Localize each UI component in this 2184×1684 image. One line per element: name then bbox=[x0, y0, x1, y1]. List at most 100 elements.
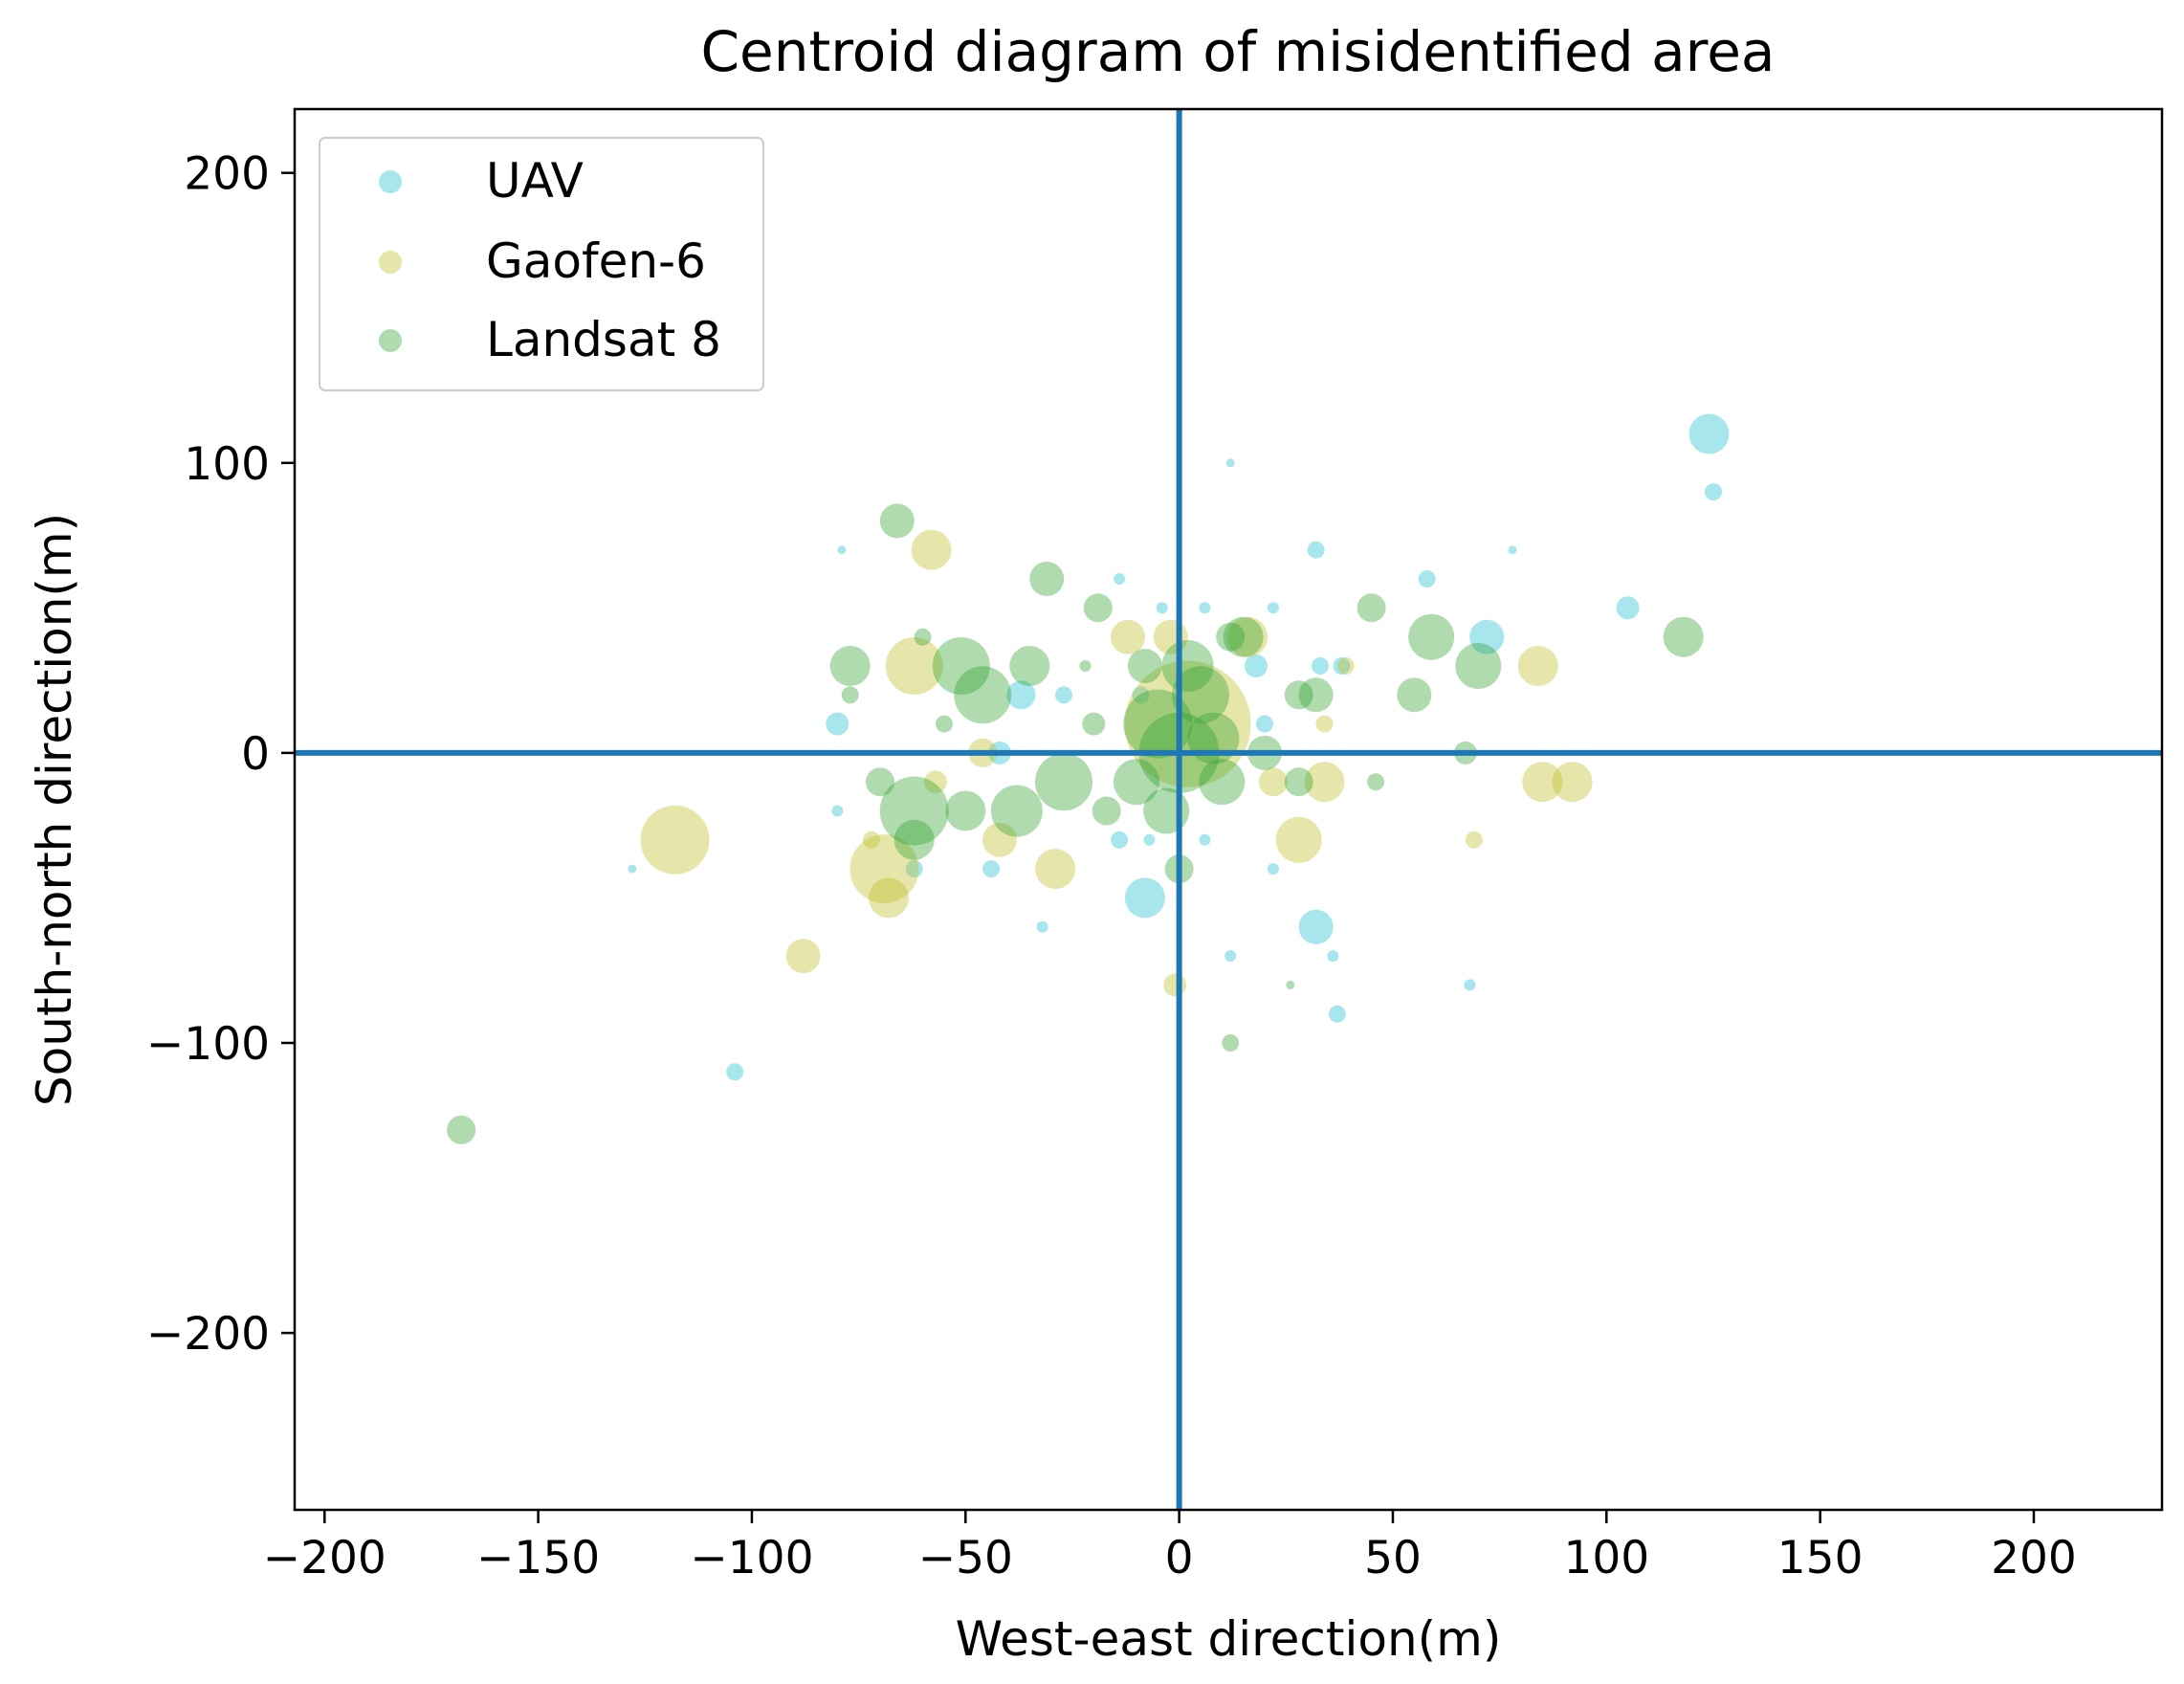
y-tick-label: 100 bbox=[184, 438, 270, 491]
data-point bbox=[911, 529, 952, 570]
y-axis-ticks: −200 −100 0 100 200 bbox=[146, 148, 295, 1361]
data-point bbox=[905, 860, 923, 878]
data-point bbox=[1267, 863, 1279, 875]
data-point bbox=[1256, 715, 1273, 733]
y-tick-label: −200 bbox=[146, 1308, 270, 1361]
legend-label-gaofen-6: Gaofen-6 bbox=[486, 233, 706, 289]
data-point bbox=[990, 785, 1043, 837]
data-point bbox=[1224, 950, 1237, 963]
data-point bbox=[1298, 909, 1334, 944]
data-point bbox=[1517, 646, 1558, 686]
data-point bbox=[1284, 767, 1313, 797]
y-tick-label: 200 bbox=[184, 148, 270, 201]
data-point bbox=[1327, 950, 1339, 963]
data-point bbox=[1258, 767, 1288, 797]
data-point bbox=[1161, 640, 1214, 692]
data-point bbox=[1035, 849, 1076, 890]
data-point bbox=[1006, 680, 1036, 710]
data-point bbox=[954, 666, 1012, 724]
data-point bbox=[1009, 646, 1050, 686]
data-point bbox=[1304, 762, 1345, 803]
data-point bbox=[1418, 570, 1436, 587]
data-point bbox=[945, 790, 986, 831]
data-point bbox=[1455, 643, 1502, 689]
data-point bbox=[1082, 712, 1106, 736]
data-point bbox=[982, 822, 1017, 857]
data-point bbox=[826, 712, 849, 736]
data-point bbox=[1333, 657, 1351, 675]
data-point bbox=[837, 545, 847, 555]
data-point bbox=[879, 503, 915, 539]
y-tick-label: 0 bbox=[241, 728, 270, 781]
data-point bbox=[863, 831, 880, 849]
data-point bbox=[1199, 833, 1211, 846]
reference-lines bbox=[295, 109, 2162, 1510]
data-point bbox=[1035, 753, 1092, 811]
data-point bbox=[1187, 712, 1240, 764]
data-point bbox=[1307, 541, 1325, 559]
x-tick-label: 150 bbox=[1777, 1532, 1864, 1584]
data-point bbox=[1036, 920, 1048, 933]
data-point bbox=[1464, 979, 1476, 991]
x-axis-label: West-east direction(m) bbox=[956, 1611, 1502, 1667]
x-tick-label: 50 bbox=[1364, 1532, 1422, 1584]
data-point bbox=[1336, 657, 1355, 675]
x-tick-label: −50 bbox=[918, 1532, 1013, 1584]
data-point bbox=[849, 834, 919, 904]
data-point bbox=[447, 1115, 476, 1144]
data-point bbox=[1222, 1034, 1240, 1052]
x-tick-label: 100 bbox=[1563, 1532, 1649, 1584]
x-tick-label: −150 bbox=[476, 1532, 600, 1584]
data-point bbox=[1114, 573, 1126, 585]
data-point bbox=[1143, 787, 1190, 834]
x-tick-label: −100 bbox=[690, 1532, 813, 1584]
data-point bbox=[831, 805, 844, 817]
x-tick-label: 200 bbox=[1991, 1532, 2077, 1584]
data-point bbox=[1225, 458, 1235, 468]
data-point bbox=[868, 877, 909, 919]
data-point bbox=[866, 767, 894, 797]
legend-marker-landsat-8 bbox=[379, 329, 402, 352]
x-tick-label: 0 bbox=[1165, 1532, 1194, 1584]
data-point bbox=[1286, 980, 1295, 989]
data-point bbox=[829, 646, 871, 686]
data-point bbox=[1172, 666, 1229, 724]
data-point bbox=[1267, 602, 1279, 614]
data-point bbox=[1111, 831, 1129, 849]
data-point bbox=[924, 770, 947, 794]
data-point bbox=[1275, 816, 1322, 863]
data-point bbox=[1143, 833, 1156, 846]
data-point bbox=[1199, 759, 1246, 806]
data-point bbox=[1705, 483, 1722, 501]
data-point bbox=[932, 637, 990, 695]
data-point bbox=[1092, 796, 1121, 826]
data-point bbox=[1114, 759, 1159, 806]
data-point bbox=[1298, 677, 1334, 713]
data-point bbox=[1312, 657, 1329, 675]
plot-points bbox=[447, 413, 1730, 1144]
data-point bbox=[1552, 762, 1593, 803]
data-point bbox=[1163, 973, 1187, 997]
data-point bbox=[1465, 831, 1483, 849]
data-point bbox=[1408, 613, 1455, 660]
data-point bbox=[1199, 602, 1211, 614]
data-point bbox=[1688, 413, 1730, 454]
data-point bbox=[982, 860, 1001, 878]
data-point bbox=[1367, 773, 1385, 791]
legend: UAV Gaofen-6 Landsat 8 bbox=[319, 137, 764, 391]
data-point bbox=[1083, 593, 1113, 623]
data-point bbox=[1315, 715, 1334, 733]
data-point bbox=[1079, 660, 1092, 672]
data-point bbox=[1216, 622, 1246, 652]
data-point bbox=[1284, 680, 1313, 710]
plot-frame bbox=[293, 107, 2164, 1512]
y-tick-label: −100 bbox=[146, 1018, 270, 1071]
series-gaofen-6 bbox=[640, 529, 1593, 997]
y-axis-label: South-north direction(m) bbox=[27, 513, 82, 1106]
data-point bbox=[1616, 596, 1640, 620]
data-point bbox=[1156, 602, 1168, 614]
series-uav bbox=[628, 413, 1730, 1081]
legend-label-landsat-8: Landsat 8 bbox=[486, 312, 721, 367]
data-point bbox=[914, 628, 932, 646]
data-point bbox=[936, 715, 953, 733]
